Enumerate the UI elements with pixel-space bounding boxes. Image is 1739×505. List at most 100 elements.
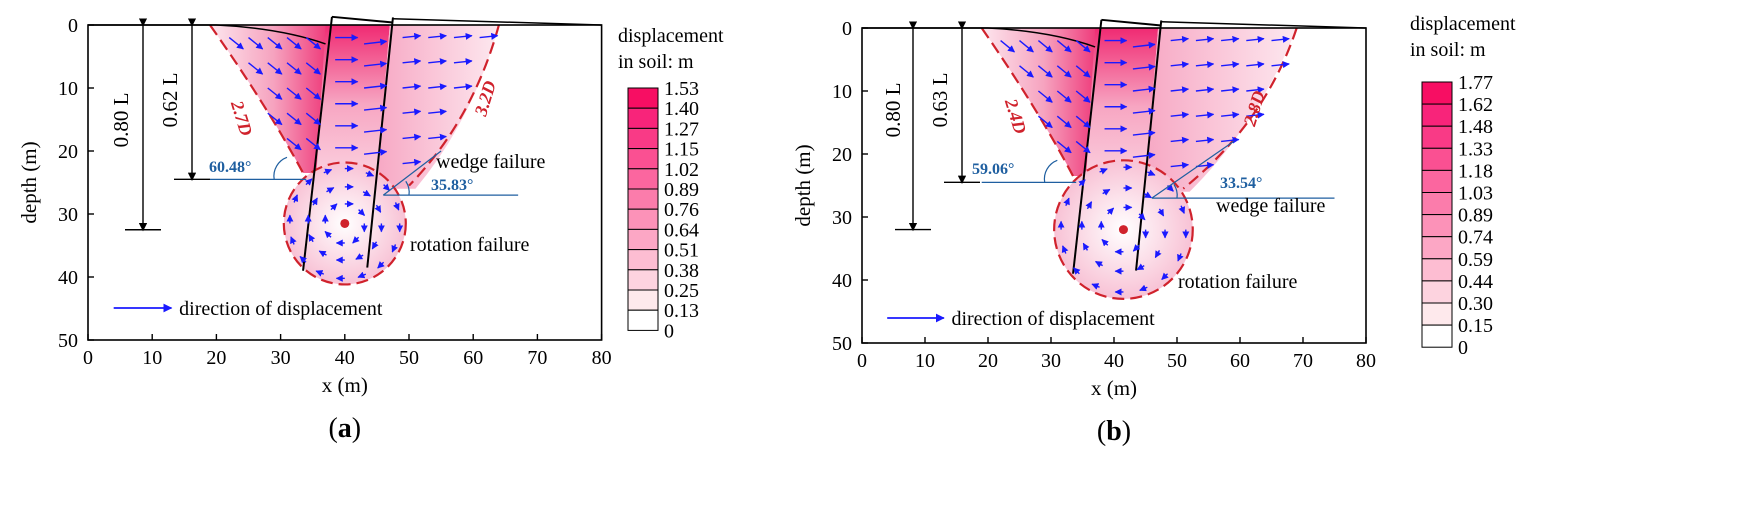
displacement-arrow [1246, 86, 1265, 94]
displacement-arrow [318, 250, 327, 258]
displacement-arrow [329, 203, 338, 211]
colorbar-level-label: 0.13 [664, 300, 699, 322]
displacement-arrow [453, 32, 473, 40]
displacement-arrow [402, 133, 422, 141]
displacement-arrow [363, 126, 388, 134]
x-tick-label: 30 [1041, 350, 1061, 372]
displacement-arrow [1132, 63, 1156, 71]
displacement-arrow [1075, 65, 1091, 78]
displacement-arrow [1195, 111, 1215, 119]
displacement-arrow [305, 62, 321, 75]
displacement-arrow [1132, 85, 1156, 93]
y-axis-title: depth (m) [17, 141, 41, 223]
colorbar-level-label: 1.40 [664, 98, 699, 120]
colorbar-swatch [1421, 280, 1453, 304]
pile-top [1101, 18, 1162, 27]
displacement-arrow [371, 241, 379, 250]
colorbar-level-label: 1.77 [1458, 72, 1493, 94]
colorbar-level-label: 1.02 [664, 159, 699, 181]
displacement-arrow [1246, 111, 1265, 119]
displacement-arrow [304, 178, 313, 186]
colorbar-level-label: 0.64 [664, 219, 699, 241]
displacement-arrow [1078, 179, 1086, 187]
displacement-arrow [357, 208, 366, 216]
displacement-arrow [402, 158, 422, 166]
left-failure-boundary [209, 24, 305, 174]
displacement-arrow [428, 108, 447, 116]
colorbar-level-label: 1.53 [664, 78, 699, 100]
colorbar-swatch [627, 148, 659, 170]
x-tick-label: 60 [1230, 350, 1250, 372]
rotation-failure-boundary [1053, 159, 1194, 301]
displacement-arrow [1161, 272, 1169, 280]
displacement-arrow [1170, 61, 1190, 69]
displacement-arrow [1195, 86, 1215, 94]
x-tick-label: 50 [399, 347, 419, 369]
colorbar-swatch [627, 188, 659, 210]
displacement-arrow [305, 137, 321, 151]
displacement-arrow [286, 62, 302, 75]
displacement-arrow [1137, 212, 1146, 221]
displacement-arrow [402, 32, 422, 40]
pile-right-edge [366, 17, 394, 268]
angle-left-label: 59.06° [972, 161, 1014, 178]
displacement-arrow [1075, 90, 1091, 103]
ground-surface-right [1161, 20, 1367, 29]
displacement-arrow [1037, 40, 1053, 53]
colorbar-swatch [627, 228, 659, 251]
x-tick-label: 70 [1293, 350, 1313, 372]
colorbar-swatch [627, 269, 659, 291]
colorbar-swatch [1421, 214, 1453, 238]
displacement-arrow [228, 37, 244, 50]
colorbar-swatch [1421, 324, 1453, 348]
displacement-arrow [1154, 250, 1162, 259]
pile-right-edge [1135, 20, 1163, 271]
displacement-arrow [248, 62, 264, 75]
displacement-arrow [324, 230, 333, 239]
left-failure-boundary [980, 27, 1075, 177]
y-tick-label: 10 [832, 81, 852, 103]
displacement-arrow [1170, 86, 1190, 94]
displacement-arrow [1178, 205, 1186, 214]
colorbar-swatch [1421, 103, 1453, 127]
y-tick-label: 10 [58, 78, 78, 100]
displacement-arrow [1132, 129, 1156, 137]
displacement-arrow [1246, 35, 1265, 43]
displacement-arrow [286, 112, 302, 126]
displacement-arrow [1221, 136, 1240, 144]
displacement-arrow [1056, 65, 1072, 78]
displacement-arrow [1170, 111, 1190, 119]
x-tick-label: 50 [1167, 350, 1187, 372]
wedge-failure-label: wedge failure [1216, 195, 1326, 217]
x-tick-label: 0 [83, 347, 93, 369]
angle-right-arc [1173, 183, 1178, 199]
colorbar-swatch [1421, 258, 1453, 282]
displacement-arrow [479, 32, 499, 40]
displacement-arrow [323, 168, 333, 176]
rotation-failure-label: rotation failure [410, 234, 530, 256]
displacement-arrow [363, 148, 388, 156]
displacement-arrow [305, 87, 321, 100]
displacement-arrow [1170, 35, 1190, 43]
displacement-arrows [1000, 35, 1290, 296]
displacement-arrow [428, 133, 447, 141]
colorbar-swatch [1421, 81, 1453, 105]
x-tick-label: 20 [206, 347, 226, 369]
y-tick-label: 50 [58, 330, 78, 352]
displacement-arrow [428, 83, 447, 91]
displacement-arrow [305, 112, 321, 126]
displacement-arrow [1085, 201, 1093, 210]
colorbar-swatch [627, 107, 659, 129]
colorbar-level-label: 0.51 [664, 240, 699, 262]
displacement-arrow [402, 108, 422, 116]
x-tick-label: 60 [463, 347, 483, 369]
panel-label: (b) [1097, 416, 1131, 447]
displacement-arrow [326, 187, 335, 194]
colorbar-swatch [1421, 192, 1453, 216]
displacement-arrow [1061, 245, 1069, 254]
colorbar-swatch [1421, 302, 1453, 326]
angle-right-slope [1151, 140, 1235, 199]
y-tick-label: 20 [58, 141, 78, 163]
colorbar-level-label: 1.27 [664, 118, 699, 140]
